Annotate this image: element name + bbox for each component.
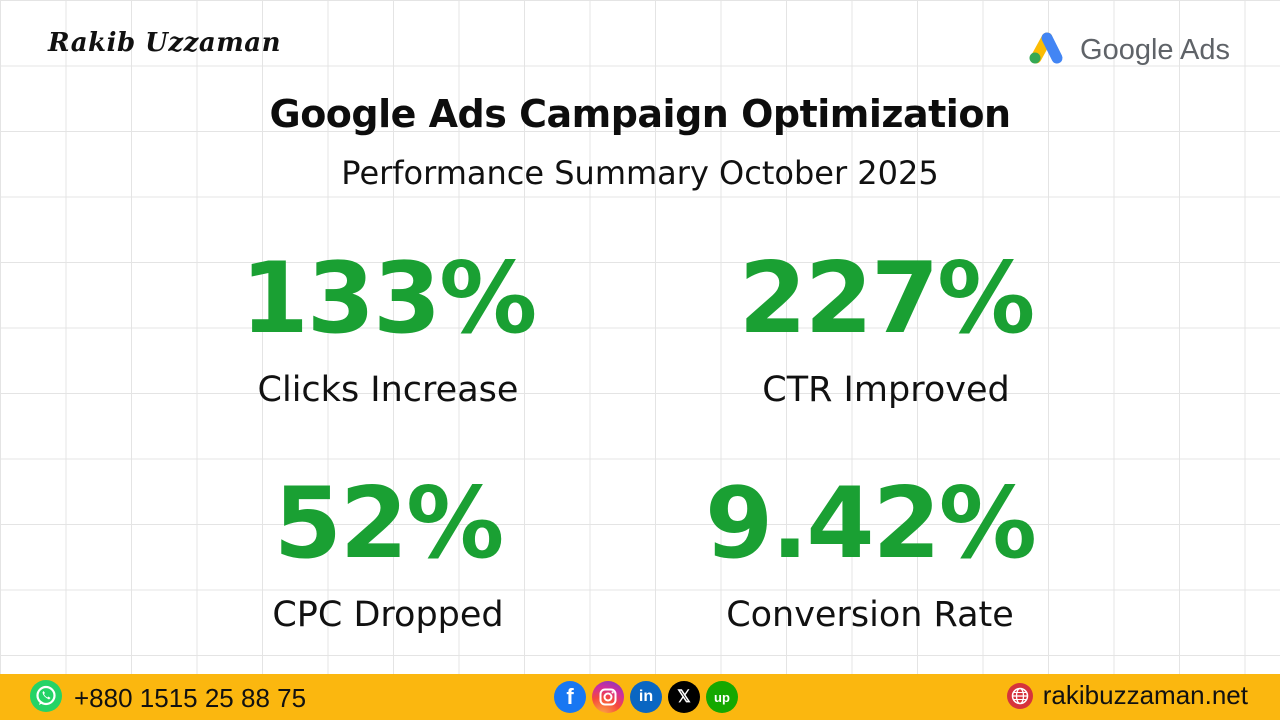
stat-value: 227% xyxy=(738,242,1036,356)
footer-bar: +880 1515 25 88 75 f in 𝕏 up rakibuzzama… xyxy=(0,674,1280,720)
stat-label: CTR Improved xyxy=(762,370,1010,410)
stat-label: CPC Dropped xyxy=(272,595,504,635)
linkedin-icon[interactable]: in xyxy=(630,681,662,713)
upwork-icon[interactable]: up xyxy=(706,681,738,713)
instagram-icon[interactable] xyxy=(592,681,624,713)
stat-value: 133% xyxy=(240,242,538,356)
globe-icon xyxy=(1006,682,1033,709)
stat-value: 9.42% xyxy=(705,467,1037,581)
brand-logo: Rakib Uzzaman xyxy=(48,28,281,58)
page-title: Google Ads Campaign Optimization xyxy=(269,92,1012,136)
phone-number: +880 1515 25 88 75 xyxy=(74,682,307,713)
google-ads-logo-icon xyxy=(1026,30,1066,70)
google-ads-logo: Google Ads xyxy=(1026,28,1230,72)
facebook-icon[interactable]: f xyxy=(554,681,586,713)
whatsapp-icon xyxy=(30,680,62,716)
page-subtitle: Performance Summary October 2025 xyxy=(341,154,939,192)
stat-clicks-increase: 133% Clicks Increase xyxy=(228,250,548,410)
stat-label: Conversion Rate xyxy=(726,595,1014,635)
footer-website[interactable]: rakibuzzaman.net xyxy=(1006,680,1248,711)
google-ads-logo-text: Google Ads xyxy=(1080,33,1230,66)
stat-conversion-rate: 9.42% Conversion Rate xyxy=(690,475,1050,635)
social-links: f in 𝕏 up xyxy=(554,681,738,713)
stat-value: 52% xyxy=(273,467,505,581)
stat-label: Clicks Increase xyxy=(257,370,519,410)
website-link: rakibuzzaman.net xyxy=(1042,680,1248,710)
stat-ctr-improved: 227% CTR Improved xyxy=(726,250,1046,410)
stat-cpc-dropped: 52% CPC Dropped xyxy=(228,475,548,635)
footer-phone[interactable]: +880 1515 25 88 75 xyxy=(30,680,306,716)
x-icon[interactable]: 𝕏 xyxy=(668,681,700,713)
